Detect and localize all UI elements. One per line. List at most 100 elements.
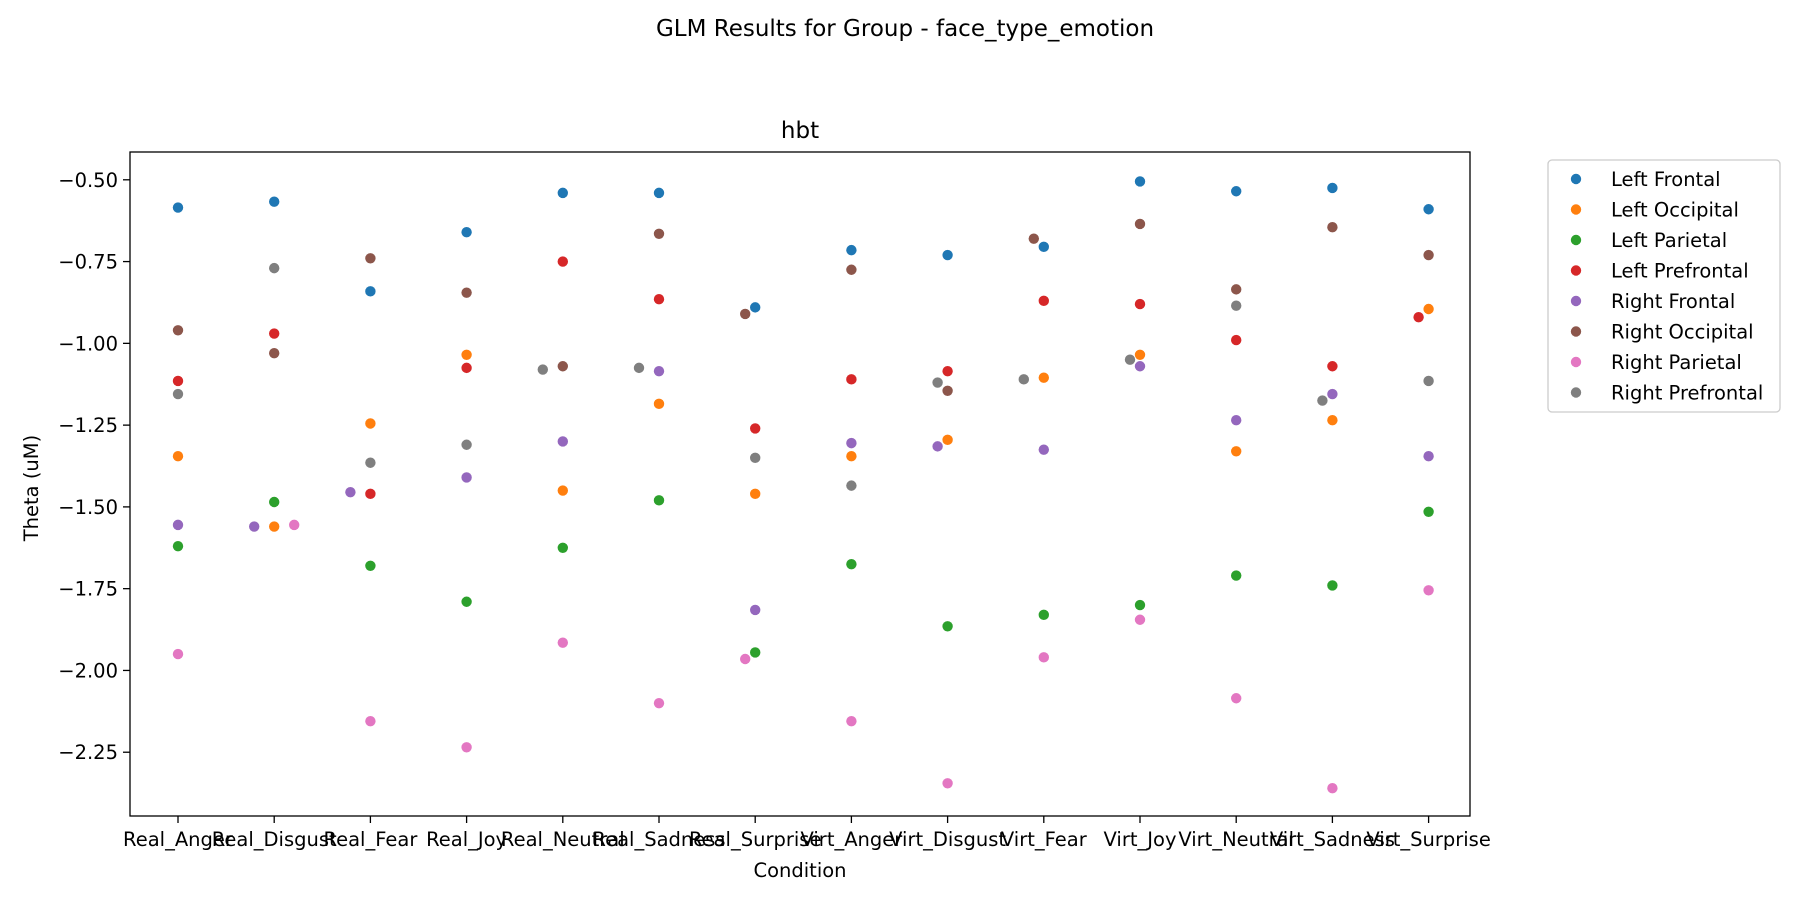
x-tick-label: Virt_Disgust	[889, 828, 1006, 851]
x-tick-label: Virt_Fear	[1001, 828, 1088, 851]
data-point	[557, 485, 568, 496]
data-point	[653, 398, 665, 410]
x-tick-label: Virt_Sadness	[1270, 828, 1395, 851]
legend-label: Right Prefrontal	[1611, 382, 1763, 405]
data-point	[172, 519, 184, 531]
data-point	[269, 521, 280, 532]
legend: Left Frontal Left Occipital Left Parietal L…	[1547, 159, 1781, 413]
x-tick-label: Real_Anger	[123, 828, 234, 851]
legend-label: Right Parietal	[1611, 351, 1742, 374]
data-point	[269, 328, 280, 339]
data-point	[653, 697, 665, 709]
data-point	[653, 293, 665, 305]
data-point	[846, 437, 857, 449]
data-point	[1124, 354, 1136, 365]
legend-label: Left Prefrontal	[1611, 260, 1749, 283]
legend-label: Left Parietal	[1611, 229, 1727, 252]
data-point	[1134, 614, 1146, 625]
data-point	[1423, 585, 1434, 596]
legend-label: Left Occipital	[1611, 199, 1739, 222]
data-point	[461, 362, 472, 374]
data-point	[1423, 450, 1434, 462]
data-point	[633, 362, 645, 374]
data-point	[269, 196, 280, 207]
y-tick-label: −0.50	[58, 169, 118, 192]
legend-marker	[1570, 204, 1582, 215]
x-tick-label: Real_Neutral	[501, 828, 625, 851]
data-point	[1231, 415, 1242, 426]
data-point	[740, 308, 751, 320]
x-tick-label: Virt_Neutral	[1178, 828, 1294, 851]
data-point	[172, 540, 184, 552]
legend-frame	[1547, 159, 1781, 413]
legend-marker	[1570, 387, 1582, 398]
data-point	[461, 439, 472, 450]
data-point	[1327, 415, 1338, 426]
data-point	[289, 519, 300, 531]
x-axis-label: Condition	[753, 859, 846, 882]
data-point	[1028, 233, 1040, 244]
data-point	[1327, 222, 1338, 233]
data-point	[846, 244, 857, 256]
data-point	[1327, 580, 1338, 591]
y-tick-label: −2.25	[58, 741, 118, 764]
data-point	[345, 486, 356, 498]
data-point	[172, 202, 184, 213]
data-point	[172, 450, 184, 462]
data-point	[172, 325, 184, 336]
data-point	[740, 653, 751, 665]
y-tick-label: −2.00	[58, 659, 118, 682]
data-point	[461, 472, 472, 483]
data-point	[1231, 186, 1242, 197]
data-point	[750, 302, 761, 313]
data-point	[461, 596, 472, 607]
data-point	[1327, 388, 1338, 400]
legend-label: Left Frontal	[1611, 168, 1721, 191]
data-point	[846, 480, 857, 491]
data-point	[365, 418, 376, 429]
data-point	[1038, 295, 1050, 307]
data-point	[1231, 334, 1242, 346]
x-tick-label: Real_Joy	[426, 828, 507, 851]
data-point	[1038, 652, 1050, 663]
data-point	[942, 434, 953, 446]
data-point	[653, 365, 665, 377]
data-point	[1423, 249, 1434, 261]
x-tick-label: Real_Surprise	[689, 828, 822, 851]
y-tick-label: −1.00	[58, 332, 118, 355]
x-tick-label: Real_Sadness	[592, 828, 725, 851]
data-point	[1134, 176, 1146, 187]
data-point	[1413, 311, 1424, 323]
legend-marker	[1570, 173, 1582, 185]
data-point	[750, 604, 761, 616]
data-point	[365, 253, 376, 264]
data-point	[1134, 298, 1146, 310]
x-tick-label: Virt_Joy	[1104, 828, 1177, 851]
data-point	[750, 452, 761, 464]
data-point	[269, 262, 280, 274]
data-point	[846, 264, 857, 275]
data-point	[1423, 375, 1434, 387]
data-point	[365, 457, 376, 468]
data-point	[942, 621, 953, 632]
x-tick-label: Real_Fear	[323, 828, 418, 851]
data-point	[846, 715, 857, 727]
data-point	[1231, 284, 1242, 295]
data-point	[846, 558, 857, 570]
legend-marker	[1570, 326, 1582, 337]
data-point	[557, 637, 568, 648]
data-point	[1423, 506, 1434, 518]
data-point	[269, 347, 280, 359]
x-tick-label: Virt_Anger	[800, 828, 903, 851]
data-point	[249, 521, 260, 532]
data-point	[365, 560, 376, 571]
data-point	[932, 441, 943, 452]
data-point	[653, 228, 665, 239]
y-tick-label: −1.25	[58, 414, 118, 437]
y-tick-label: −1.50	[58, 496, 118, 519]
data-point	[557, 542, 568, 553]
legend-marker	[1570, 356, 1582, 368]
legend-label: Right Occipital	[1611, 321, 1754, 344]
chart-suptitle: GLM Results for Group - face_type_emotio…	[656, 16, 1154, 42]
